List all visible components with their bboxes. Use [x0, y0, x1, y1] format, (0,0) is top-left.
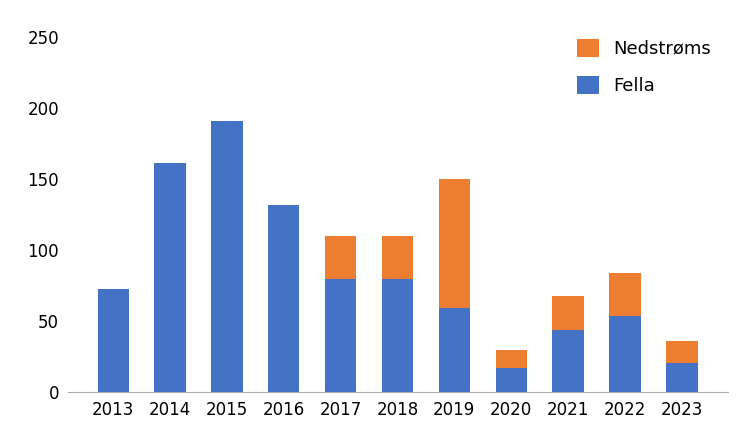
Bar	[382, 236, 413, 279]
Bar	[439, 309, 470, 392]
Bar	[98, 289, 129, 392]
Bar	[325, 279, 356, 392]
Bar	[268, 205, 299, 392]
Bar	[496, 350, 527, 368]
Bar	[609, 316, 640, 392]
Bar	[382, 279, 413, 392]
Bar	[439, 179, 470, 309]
Bar	[666, 341, 698, 363]
Bar	[609, 273, 640, 316]
Bar	[211, 120, 242, 392]
Legend: Nedstrøms, Fella: Nedstrøms, Fella	[570, 31, 718, 103]
Bar	[154, 163, 186, 392]
Bar	[666, 363, 698, 392]
Bar	[325, 236, 356, 279]
Bar	[496, 368, 527, 392]
Bar	[553, 330, 584, 392]
Bar	[553, 296, 584, 330]
